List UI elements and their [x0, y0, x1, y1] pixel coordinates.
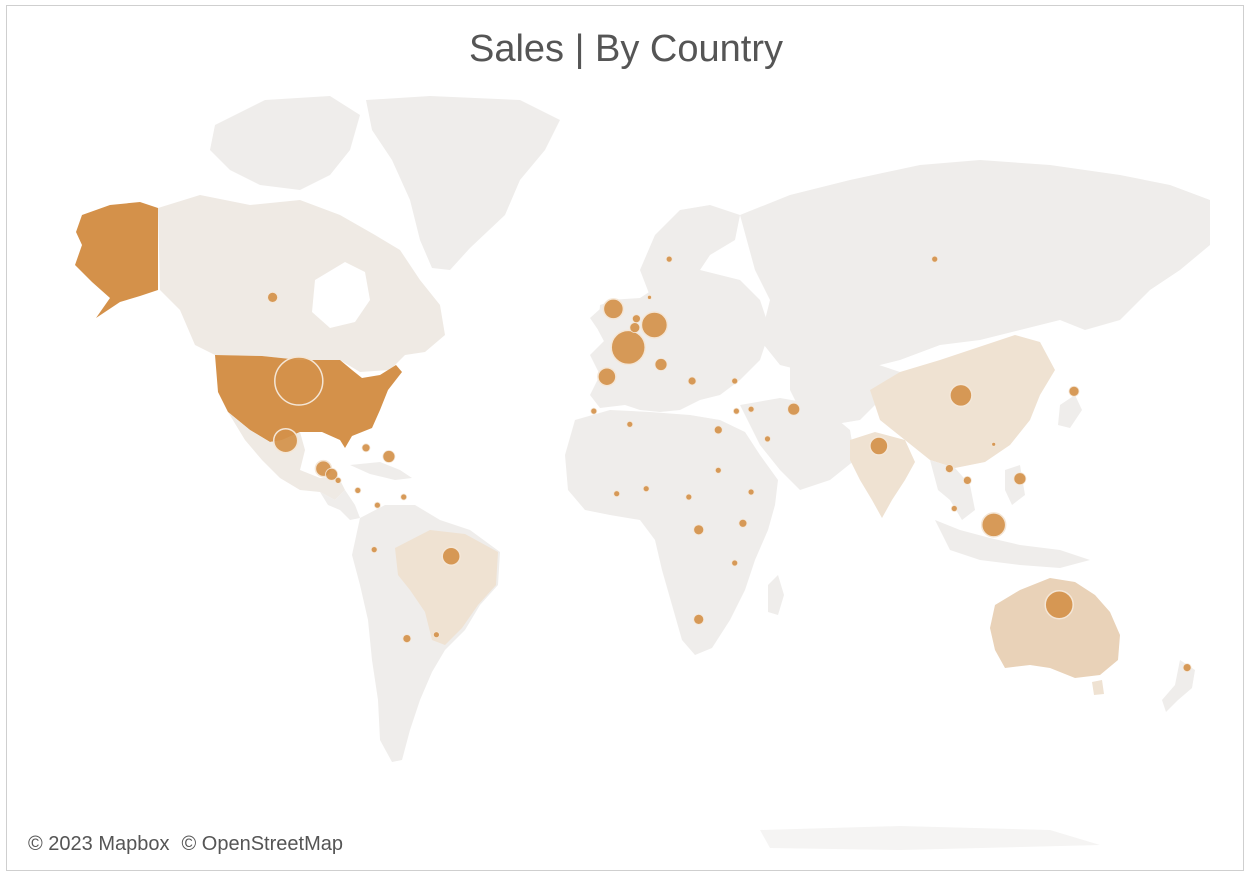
- sales-bubble[interactable]: [747, 488, 755, 496]
- sales-bubble[interactable]: [441, 546, 461, 567]
- bubble-layer: [267, 255, 1192, 672]
- sales-bubble[interactable]: [274, 356, 324, 406]
- sales-bubble[interactable]: [597, 366, 617, 387]
- land-africa: [565, 410, 778, 655]
- land-new-zealand: [1162, 660, 1195, 712]
- sales-bubble[interactable]: [382, 450, 396, 463]
- sales-bubble[interactable]: [869, 436, 889, 456]
- sales-bubble[interactable]: [629, 322, 641, 334]
- land-scandinavia: [640, 205, 740, 300]
- land-caribbean: [350, 462, 412, 480]
- sales-bubble[interactable]: [685, 493, 693, 501]
- sales-bubble[interactable]: [400, 493, 408, 501]
- land-japan: [1058, 395, 1082, 428]
- map-title: Sales | By Country: [468, 28, 783, 70]
- sales-bubble[interactable]: [334, 476, 342, 484]
- sales-bubble[interactable]: [1044, 589, 1074, 620]
- land-arctic-islands: [210, 96, 360, 190]
- land-canada: [158, 195, 445, 372]
- sales-bubble[interactable]: [610, 329, 646, 366]
- sales-bubble[interactable]: [949, 383, 973, 408]
- sales-bubble[interactable]: [626, 420, 634, 428]
- land-india: [850, 432, 915, 518]
- land-madagascar: [768, 575, 784, 615]
- sales-bubble[interactable]: [731, 377, 739, 385]
- land-philippines: [1005, 465, 1025, 505]
- sales-bubble[interactable]: [632, 314, 641, 324]
- sales-bubble[interactable]: [1182, 663, 1192, 672]
- map-attribution: © 2023 Mapbox © OpenStreetMap: [22, 828, 349, 860]
- land-layer: [75, 96, 1210, 850]
- sales-bubble[interactable]: [1068, 385, 1080, 397]
- sales-bubble[interactable]: [787, 402, 801, 416]
- sales-bubble[interactable]: [713, 425, 723, 435]
- land-indonesia: [935, 520, 1090, 568]
- sales-bubble[interactable]: [354, 486, 362, 494]
- sales-bubble[interactable]: [590, 407, 598, 415]
- sales-bubble[interactable]: [693, 614, 705, 625]
- sales-bubble[interactable]: [693, 524, 705, 536]
- land-central-asia: [790, 360, 900, 425]
- land-mexico: [228, 412, 345, 500]
- land-central-america: [320, 490, 360, 520]
- sales-bubble[interactable]: [733, 407, 740, 415]
- sales-bubble[interactable]: [714, 466, 722, 474]
- sales-bubble[interactable]: [931, 255, 939, 263]
- attribution-mapbox[interactable]: © 2023 Mapbox: [28, 832, 170, 855]
- sales-bubble[interactable]: [325, 467, 339, 481]
- sales-bubble[interactable]: [647, 294, 652, 300]
- attribution-openstreetmap[interactable]: © OpenStreetMap: [181, 832, 343, 855]
- land-europe: [590, 270, 770, 412]
- sales-bubble[interactable]: [602, 298, 625, 320]
- sales-bubble[interactable]: [764, 435, 771, 443]
- sales-bubble[interactable]: [980, 512, 1007, 538]
- sales-bubble[interactable]: [373, 501, 381, 509]
- land-greenland: [366, 96, 560, 270]
- sales-bubble[interactable]: [642, 485, 650, 493]
- sales-bubble[interactable]: [950, 505, 958, 512]
- sales-bubble[interactable]: [432, 631, 440, 639]
- sales-bubble[interactable]: [945, 464, 954, 474]
- sales-bubble[interactable]: [665, 255, 673, 263]
- water-hudson-bay: [312, 262, 370, 328]
- sales-bubble[interactable]: [361, 443, 371, 453]
- sales-bubble[interactable]: [687, 376, 697, 386]
- sales-bubble[interactable]: [654, 358, 668, 371]
- land-alaska: [75, 202, 158, 318]
- land-brazil: [395, 530, 498, 645]
- sales-bubble[interactable]: [402, 634, 412, 643]
- sales-bubble[interactable]: [738, 518, 748, 528]
- sales-bubble[interactable]: [963, 475, 972, 485]
- sales-bubble[interactable]: [613, 490, 621, 498]
- land-australia: [990, 578, 1120, 678]
- sales-bubble[interactable]: [747, 405, 755, 413]
- sales-bubble[interactable]: [267, 291, 279, 303]
- land-antarctica: [760, 826, 1100, 850]
- sales-bubble[interactable]: [731, 559, 739, 567]
- sales-bubble[interactable]: [1013, 472, 1027, 486]
- sales-bubble[interactable]: [370, 546, 378, 553]
- sales-bubble[interactable]: [640, 311, 669, 339]
- sales-bubble[interactable]: [991, 441, 997, 447]
- sales-bubble[interactable]: [272, 427, 299, 454]
- land-southeast-asia: [930, 460, 975, 520]
- land-tasmania: [1092, 680, 1104, 695]
- land-russia: [740, 160, 1210, 375]
